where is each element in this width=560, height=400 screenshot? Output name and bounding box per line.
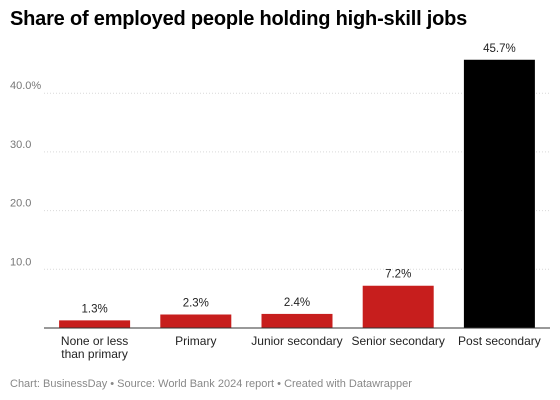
y-tick-label: 30.0 [10,139,31,151]
bar-value-label: 1.3% [81,303,107,315]
y-tick-label: 40.0% [10,80,41,92]
bar [261,313,333,328]
x-tick-label: Junior secondary [251,334,342,348]
x-tick-label: Primary [175,334,216,348]
bar [463,59,535,329]
bar [160,314,232,328]
bar [59,320,131,328]
x-tick-label: None or less than primary [61,334,128,361]
x-tick-label: Post secondary [458,334,541,348]
bar-value-label: 7.2% [385,269,411,281]
x-tick-label: Senior secondary [352,334,445,348]
bar-value-label: 2.3% [183,298,209,310]
chart-title: Share of employed people holding high-sk… [10,8,468,30]
bar [362,285,434,328]
bar-value-label: 45.7% [483,43,516,55]
y-tick-label: 20.0 [10,198,31,210]
bar-value-label: 2.4% [284,297,310,309]
y-tick-label: 10.0 [10,256,31,268]
chart-footer: Chart: BusinessDay • Source: World Bank … [10,378,412,390]
